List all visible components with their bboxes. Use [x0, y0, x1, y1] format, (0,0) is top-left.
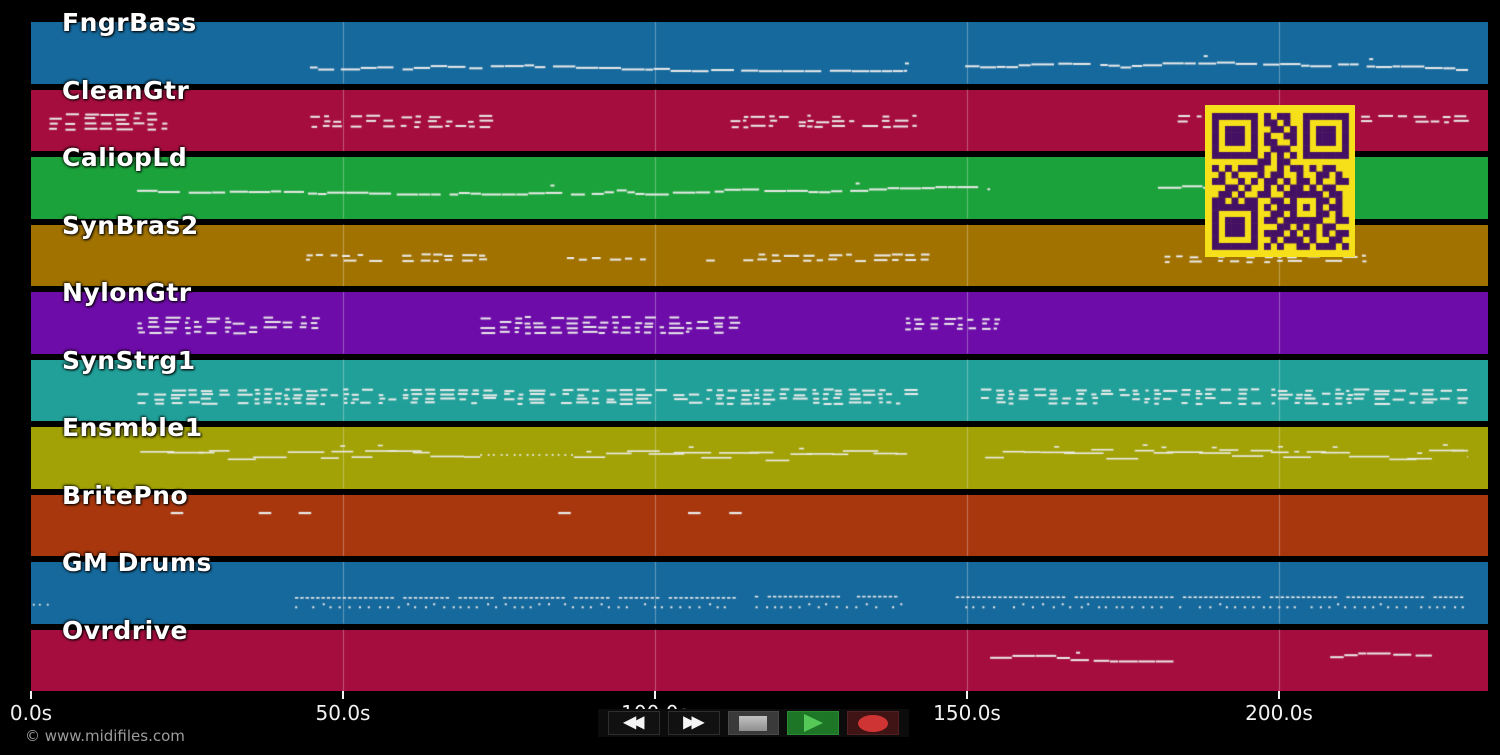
- stop-button[interactable]: [727, 711, 780, 735]
- qr-code-image: [1205, 105, 1355, 257]
- copyright-text: © www.midifiles.com: [25, 727, 185, 745]
- rewind-icon: ◀◀: [623, 714, 645, 731]
- fast-forward-icon: ▶▶: [683, 714, 704, 731]
- axis-label-50s: 50.0s: [315, 701, 371, 725]
- track-label-nylongtr: NylonGtr: [62, 278, 192, 307]
- track-label-ensmble1: Ensmble1: [62, 413, 203, 442]
- rewind-button[interactable]: ◀◀: [608, 711, 660, 735]
- record-button[interactable]: [847, 711, 899, 735]
- axis-tick-150s: [966, 691, 968, 699]
- transport-controls: ◀◀ ▶▶: [598, 709, 909, 737]
- track-band-nylongtr: [31, 292, 1488, 354]
- track-label-gm-drums: GM Drums: [62, 548, 212, 577]
- track-label-synbras2: SynBras2: [62, 210, 199, 240]
- axis-tick-50s: [342, 691, 344, 699]
- track-band-ensmble1: [31, 427, 1488, 489]
- play-icon: [803, 714, 823, 732]
- axis-tick-200s: [1278, 691, 1280, 699]
- axis-label-0s: 0.0s: [9, 701, 53, 725]
- track-band-fngrbass: [31, 22, 1488, 84]
- axis-tick-100s: [654, 691, 656, 699]
- track-label-synstrg1: SynStrg1: [62, 345, 196, 375]
- fast-forward-button[interactable]: ▶▶: [667, 711, 720, 735]
- track-band-britepno: [31, 494, 1488, 556]
- record-icon: [858, 714, 889, 732]
- track-label-caliopld: CaliopLd: [62, 143, 188, 172]
- track-label-fngrbass: FngrBass: [62, 8, 197, 37]
- qr-code: [1205, 105, 1355, 257]
- track-label-britepno: BritePno: [62, 480, 189, 510]
- axis-label-150s: 150.0s: [933, 701, 1001, 725]
- track-band-ovrdrive: [31, 629, 1488, 691]
- play-button[interactable]: [787, 711, 840, 735]
- axis-label-200s: 200.0s: [1245, 701, 1313, 725]
- track-label-cleangtr: CleanGtr: [62, 75, 190, 105]
- track-label-ovrdrive: Ovrdrive: [62, 615, 188, 645]
- track-band-synstrg1: [31, 359, 1488, 421]
- stop-icon: [739, 715, 768, 731]
- axis-tick-0s: [30, 691, 32, 699]
- track-band-gm-drums: [31, 562, 1488, 624]
